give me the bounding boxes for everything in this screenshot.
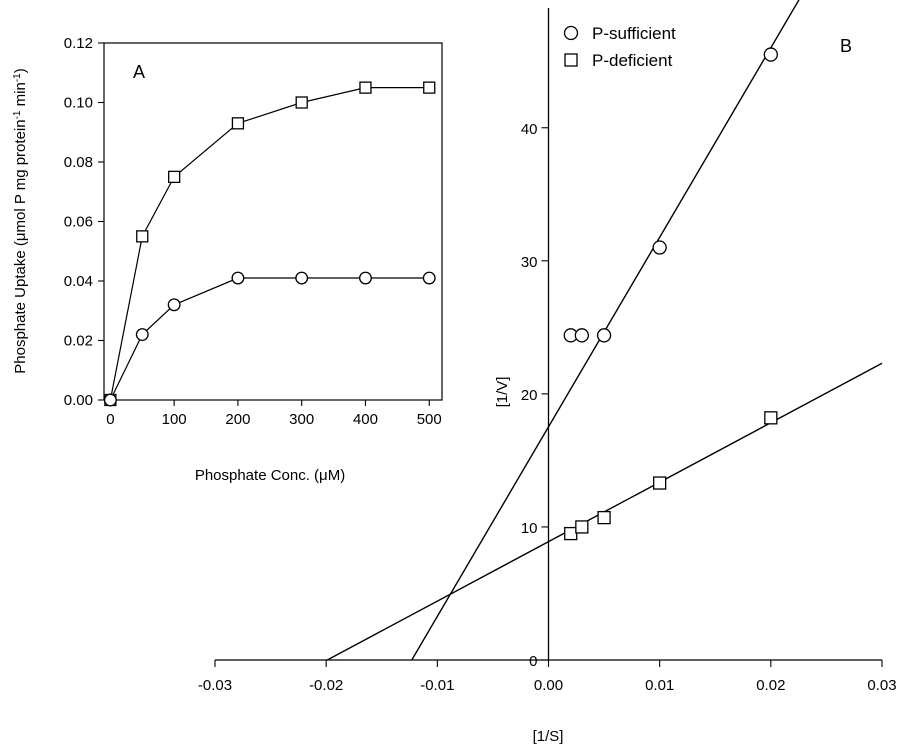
panel-a-y-ticks: 0.00 0.02 0.04 0.06 0.08 0.10 0.12 [64,35,104,409]
panel-b-points [563,47,778,541]
panel-a-y-tick-label: 0.00 [64,392,93,409]
panel-b-x-ticks: -0.03 -0.02 -0.01 0.00 0.01 0.02 0.03 [198,660,897,694]
panel-a-x-tick-label: 200 [225,411,250,428]
panel-b-y-axis-label: [1/V] [494,377,511,408]
panel-b-x-tick-label: 0.02 [756,677,785,694]
panel-b-y-tick-label: 10 [521,520,538,537]
legend-marker-p-sufficient [563,25,579,41]
panel-b-x-tick-label: -0.03 [198,677,232,694]
panel-b-x-tick-label: 0.03 [867,677,896,694]
panel-a-x-tick-label: 0 [106,411,114,428]
panel-a: 0 100 200 300 400 500 0.00 0.02 0.04 0.06 0.08 0.1… [12,35,443,484]
panel-a-x-tick-label: 500 [417,411,442,428]
panel-a-label: A [133,62,145,82]
panel-b-point-square [575,520,589,534]
panel-a-point-square [168,170,181,184]
legend-label-p-sufficient: P-sufficient [592,24,676,43]
panel-a-point-square [359,81,372,94]
panel-b-y-tick-label: 0 [529,653,537,670]
panel-b-y-tick-label: 30 [521,254,538,271]
legend-label-p-deficient: P-deficient [592,51,673,70]
panel-a-y-tick-label: 0.06 [64,214,93,231]
panel-b-point-square [597,510,611,525]
panel-a-point-circle [135,328,149,342]
panel-b-point-square [764,411,778,425]
panel-a-x-tick-label: 100 [162,411,187,428]
panel-b-point-square [653,476,667,490]
panel-b-point-circle [763,47,778,62]
panel-b-point-circle [652,240,667,255]
panel-a-background [104,43,442,400]
panel-a-y-tick-label: 0.04 [64,273,93,290]
panel-b-x-axis-label: [1/S] [533,728,564,745]
legend-marker-p-deficient [564,53,578,67]
panel-b-y-tick-label: 40 [521,121,538,138]
panel-b-point-circle [596,328,612,343]
panel-a-x-axis-label: Phosphate Conc. (μM) [195,467,345,484]
panel-a-point-square [295,96,308,109]
panel-a-y-tick-label: 0.12 [64,35,93,52]
panel-a-y-tick-label: 0.10 [64,95,93,112]
panel-b-fit-line-circle [411,0,800,661]
panel-b-x-tick-label: 0.01 [645,677,674,694]
panel-b-x-tick-label: -0.02 [309,677,343,694]
panel-a-point-circle [167,298,181,312]
panel-b-x-tick-label: -0.01 [420,677,454,694]
panel-a-point-circle [103,393,117,407]
panel-a-points [103,81,436,407]
panel-a-point-circle [359,271,372,285]
panel-a-y-axis-label: Phosphate Uptake (μmol P mg protein-1 mi… [12,68,30,374]
panel-a-y-tick-label: 0.08 [64,154,93,171]
panel-b-point-square [564,526,578,541]
panel-b: -0.03 -0.02 -0.01 0.00 0.01 0.02 0.03 0 10 20 30 4… [198,0,897,745]
panel-a-x-tick-label: 300 [289,411,314,428]
panel-a-x-ticks: 0 100 200 300 400 500 [106,400,442,428]
panel-a-point-square [136,230,149,243]
panel-b-point-circle [574,328,589,343]
panel-b-x-tick-label: 0.00 [534,677,563,694]
panel-a-point-circle [295,271,309,285]
panel-a-point-circle [422,271,436,285]
panel-b-y-ticks: 0 10 20 30 40 [521,121,549,670]
panel-a-point-square [231,117,245,130]
panel-a-point-circle [231,271,245,285]
panel-a-point-square [423,81,436,94]
panel-a-x-tick-label: 400 [353,411,378,428]
panel-b-legend: P-sufficient P-deficient [563,24,676,70]
panel-a-y-tick-label: 0.02 [64,333,93,350]
panel-b-y-tick-label: 20 [521,387,538,404]
panel-b-label: B [840,36,852,56]
